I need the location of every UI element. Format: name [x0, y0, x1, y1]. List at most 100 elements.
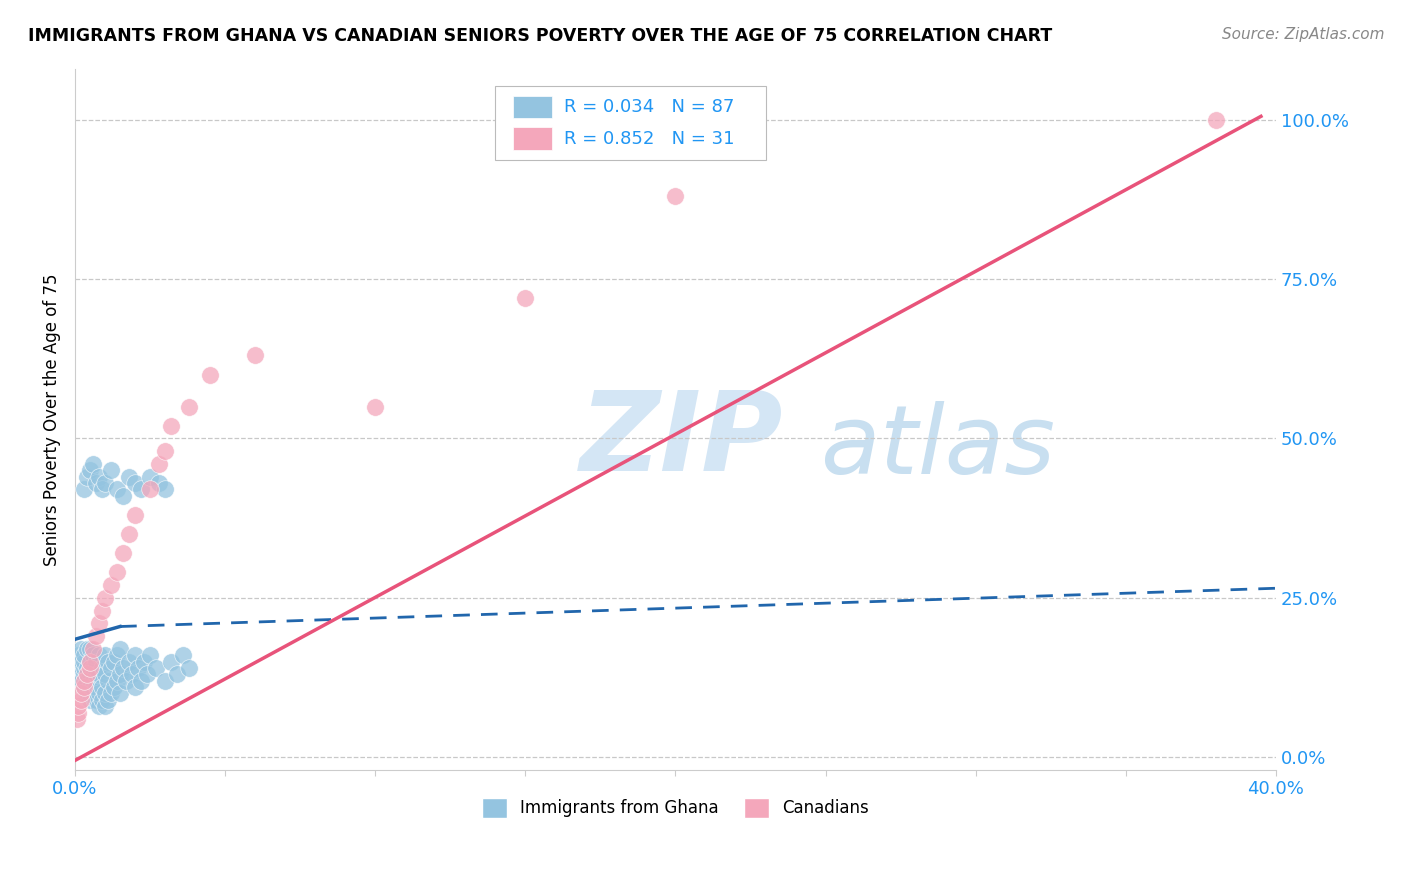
Point [84, 667, 107, 681]
Point [108, 667, 131, 681]
Point [139, 469, 162, 483]
Point [91, 661, 114, 675]
Point [79, 463, 101, 477]
Text: R = 0.034   N = 87: R = 0.034 N = 87 [564, 98, 734, 116]
Point [79, 693, 101, 707]
Point [76, 661, 98, 675]
Point [87, 667, 110, 681]
Point [79, 661, 101, 675]
Point [76, 686, 98, 700]
Point [66, 699, 89, 714]
Point [124, 508, 146, 522]
Point [124, 476, 146, 491]
Point [76, 641, 98, 656]
Point [65, 655, 87, 669]
Point [91, 603, 114, 617]
Point [70, 641, 93, 656]
Point [129, 483, 152, 497]
Point [136, 667, 159, 681]
Point [124, 648, 146, 663]
Point [79, 667, 101, 681]
Point [91, 680, 114, 694]
Point [65, 712, 87, 726]
Point [73, 661, 96, 675]
Point [70, 693, 93, 707]
Point [112, 489, 135, 503]
Point [1205, 112, 1227, 127]
Point [84, 693, 107, 707]
Point [94, 591, 117, 605]
Point [66, 667, 89, 681]
Point [103, 655, 125, 669]
Point [84, 629, 107, 643]
FancyBboxPatch shape [513, 95, 551, 119]
Point [108, 641, 131, 656]
Point [73, 667, 96, 681]
Point [148, 457, 170, 471]
Point [94, 667, 117, 681]
Point [70, 673, 93, 688]
Point [82, 457, 104, 471]
Point [160, 418, 183, 433]
Point [70, 686, 93, 700]
Point [73, 680, 96, 694]
Point [198, 368, 221, 382]
Point [118, 527, 141, 541]
Point [105, 483, 128, 497]
Point [115, 673, 138, 688]
Point [100, 686, 122, 700]
Point [84, 680, 107, 694]
Point [76, 673, 98, 688]
Text: ZIP: ZIP [579, 387, 783, 494]
Point [66, 648, 89, 663]
Point [73, 673, 96, 688]
Point [105, 673, 128, 688]
Point [66, 661, 89, 675]
Point [66, 706, 89, 720]
Point [76, 469, 98, 483]
Point [70, 655, 93, 669]
Point [79, 680, 101, 694]
Point [100, 463, 122, 477]
Point [82, 641, 104, 656]
Point [160, 655, 183, 669]
Point [87, 616, 110, 631]
Point [124, 680, 146, 694]
Point [108, 686, 131, 700]
Y-axis label: Seniors Poverty Over the Age of 75: Seniors Poverty Over the Age of 75 [44, 273, 60, 566]
Legend: Immigrants from Ghana, Canadians: Immigrants from Ghana, Canadians [475, 791, 876, 825]
Point [91, 693, 114, 707]
Point [79, 655, 101, 669]
Point [70, 661, 93, 675]
Point [94, 686, 117, 700]
Point [243, 349, 266, 363]
Point [172, 648, 194, 663]
Point [153, 673, 176, 688]
Point [139, 648, 162, 663]
Point [73, 655, 96, 669]
Point [153, 483, 176, 497]
Point [127, 661, 149, 675]
Point [82, 648, 104, 663]
Point [79, 655, 101, 669]
Point [97, 693, 120, 707]
Point [82, 661, 104, 675]
Point [177, 400, 200, 414]
Point [84, 655, 107, 669]
Text: atlas: atlas [820, 401, 1054, 494]
Text: IMMIGRANTS FROM GHANA VS CANADIAN SENIORS POVERTY OVER THE AGE OF 75 CORRELATION: IMMIGRANTS FROM GHANA VS CANADIAN SENIOR… [28, 27, 1052, 45]
FancyBboxPatch shape [495, 86, 765, 160]
Point [364, 400, 387, 414]
Point [87, 469, 110, 483]
Point [105, 566, 128, 580]
Point [73, 680, 96, 694]
Point [177, 661, 200, 675]
Point [97, 655, 120, 669]
Point [118, 655, 141, 669]
Point [87, 686, 110, 700]
Point [73, 483, 96, 497]
Point [79, 641, 101, 656]
Point [87, 699, 110, 714]
Point [94, 699, 117, 714]
Point [148, 476, 170, 491]
